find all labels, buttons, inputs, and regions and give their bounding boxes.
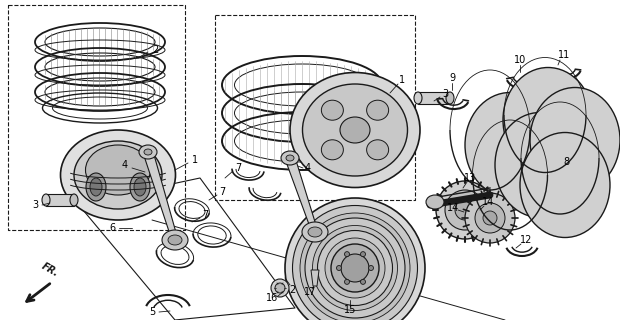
Text: 10: 10 xyxy=(514,55,526,65)
Ellipse shape xyxy=(290,73,420,188)
Ellipse shape xyxy=(414,92,422,104)
Ellipse shape xyxy=(445,190,485,230)
Text: 13: 13 xyxy=(464,173,476,183)
Ellipse shape xyxy=(285,198,425,320)
Ellipse shape xyxy=(271,279,289,297)
Text: 8: 8 xyxy=(563,157,569,167)
Text: 3: 3 xyxy=(442,89,448,99)
Ellipse shape xyxy=(308,227,322,237)
Ellipse shape xyxy=(483,211,497,225)
Ellipse shape xyxy=(341,254,369,282)
Text: 3: 3 xyxy=(32,200,38,210)
Ellipse shape xyxy=(368,266,373,270)
Ellipse shape xyxy=(345,252,350,257)
Text: 1: 1 xyxy=(399,75,405,85)
Ellipse shape xyxy=(495,113,585,218)
Ellipse shape xyxy=(305,218,405,318)
Ellipse shape xyxy=(475,203,505,233)
Text: 9: 9 xyxy=(449,73,455,83)
Ellipse shape xyxy=(312,226,397,310)
Text: 15: 15 xyxy=(344,305,356,315)
Ellipse shape xyxy=(337,266,342,270)
Ellipse shape xyxy=(293,205,417,320)
Ellipse shape xyxy=(286,155,294,161)
Ellipse shape xyxy=(42,194,50,206)
Ellipse shape xyxy=(321,140,343,160)
Ellipse shape xyxy=(302,222,328,242)
Ellipse shape xyxy=(465,193,515,243)
Ellipse shape xyxy=(366,140,389,160)
Ellipse shape xyxy=(74,141,162,209)
Ellipse shape xyxy=(162,230,188,250)
Text: FR.: FR. xyxy=(40,261,60,279)
Ellipse shape xyxy=(86,145,151,195)
Text: 2: 2 xyxy=(152,45,158,55)
Text: 4: 4 xyxy=(305,163,311,173)
Ellipse shape xyxy=(325,238,385,298)
Text: 11: 11 xyxy=(558,50,570,60)
Ellipse shape xyxy=(345,279,350,284)
Ellipse shape xyxy=(168,235,182,245)
Text: 12: 12 xyxy=(520,235,532,245)
Bar xyxy=(418,92,450,104)
Text: 14: 14 xyxy=(447,203,459,213)
Ellipse shape xyxy=(61,130,175,220)
Polygon shape xyxy=(311,270,319,286)
Ellipse shape xyxy=(303,84,407,176)
Bar xyxy=(46,194,74,206)
Text: 5: 5 xyxy=(149,307,155,317)
Ellipse shape xyxy=(144,149,152,155)
Ellipse shape xyxy=(455,200,475,220)
Ellipse shape xyxy=(300,213,410,320)
Ellipse shape xyxy=(340,117,370,143)
Ellipse shape xyxy=(139,145,157,159)
Ellipse shape xyxy=(134,178,146,196)
Ellipse shape xyxy=(360,279,366,284)
Text: 14: 14 xyxy=(482,197,494,207)
Ellipse shape xyxy=(530,87,620,193)
Ellipse shape xyxy=(503,68,593,172)
Text: 17: 17 xyxy=(304,287,316,297)
Ellipse shape xyxy=(360,252,366,257)
Text: 7: 7 xyxy=(202,210,208,220)
Ellipse shape xyxy=(520,132,610,237)
Ellipse shape xyxy=(275,283,285,293)
Polygon shape xyxy=(285,156,318,233)
Text: 1: 1 xyxy=(192,155,198,165)
Ellipse shape xyxy=(446,92,454,104)
Text: 6: 6 xyxy=(109,223,115,233)
Text: 7: 7 xyxy=(235,163,241,173)
Ellipse shape xyxy=(436,181,494,239)
Ellipse shape xyxy=(86,173,106,201)
Ellipse shape xyxy=(465,92,555,197)
Text: 2: 2 xyxy=(289,285,295,295)
Ellipse shape xyxy=(317,230,392,306)
Text: 4: 4 xyxy=(122,160,128,170)
Ellipse shape xyxy=(426,195,444,209)
Ellipse shape xyxy=(70,194,78,206)
Ellipse shape xyxy=(331,244,379,292)
Text: 7: 7 xyxy=(219,187,225,197)
Ellipse shape xyxy=(366,100,389,120)
Ellipse shape xyxy=(321,100,343,120)
Ellipse shape xyxy=(281,151,299,165)
Polygon shape xyxy=(143,150,178,241)
Text: 16: 16 xyxy=(266,293,278,303)
Ellipse shape xyxy=(130,173,150,201)
Ellipse shape xyxy=(90,178,102,196)
